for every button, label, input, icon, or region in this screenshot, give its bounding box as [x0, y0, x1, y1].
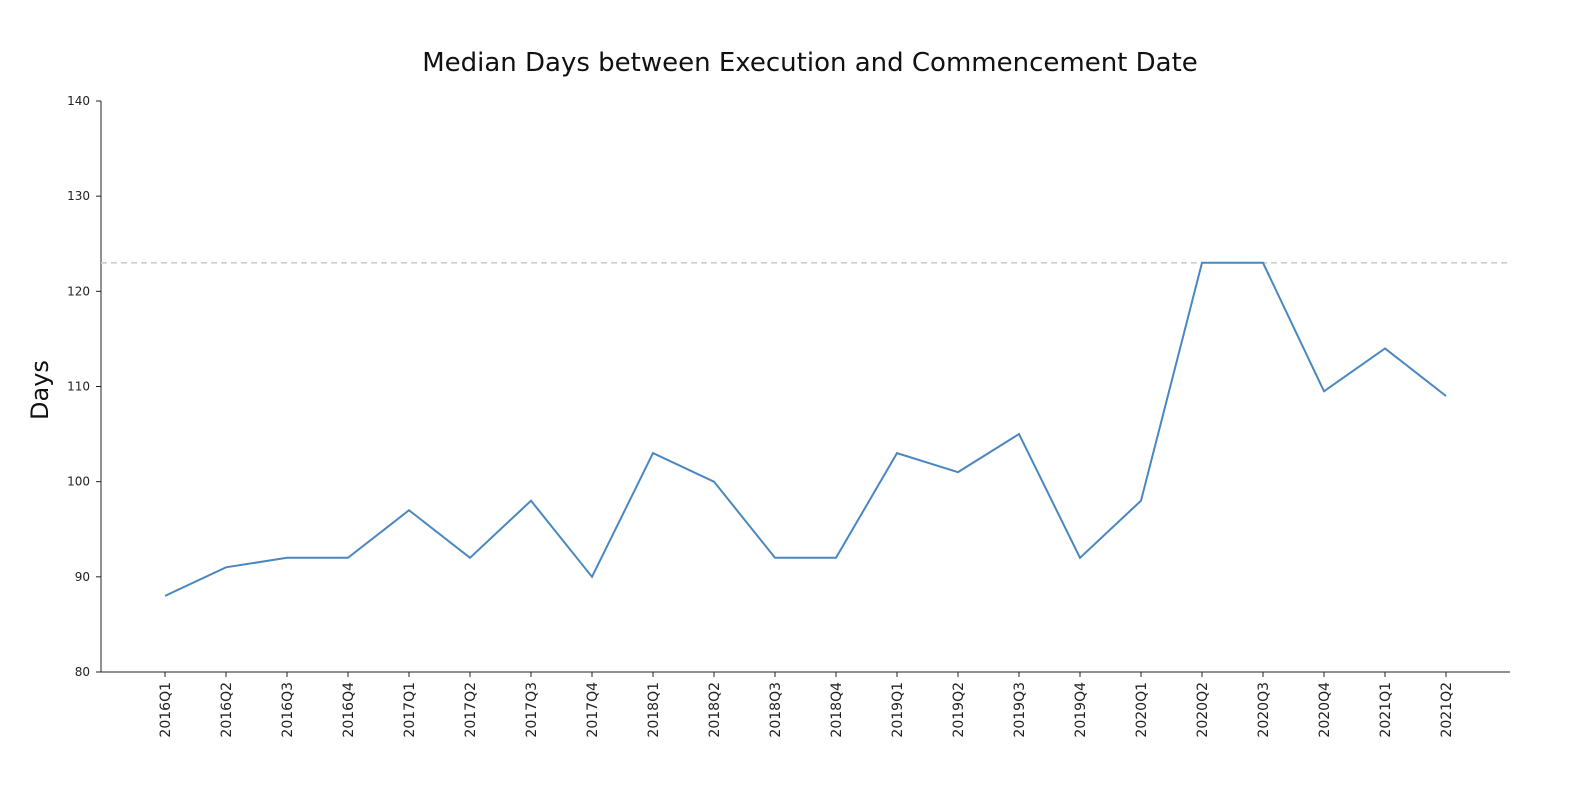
x-tick-label: 2020Q4 [1317, 682, 1333, 738]
x-tick-label: 2018Q1 [646, 682, 662, 738]
y-tick-label: 120 [67, 284, 90, 298]
x-tick-label: 2021Q2 [1439, 682, 1455, 738]
y-tick-label: 130 [67, 189, 90, 203]
x-tick-label: 2017Q3 [524, 682, 540, 738]
x-tick-label: 2019Q2 [951, 682, 967, 738]
y-tick-label: 80 [75, 665, 90, 679]
y-tick-label: 140 [67, 94, 90, 108]
x-tick-label: 2020Q1 [1134, 682, 1150, 738]
series-line [164, 261, 1447, 597]
x-tick-label: 2018Q3 [768, 682, 784, 738]
chart-title: Median Days between Execution and Commen… [422, 48, 1198, 78]
y-tick-label: 110 [67, 380, 90, 394]
x-tick-label: 2021Q1 [1378, 682, 1394, 738]
x-tick-label: 2019Q1 [890, 682, 906, 738]
x-tick-label: 2016Q2 [219, 682, 235, 738]
x-tick-label: 2017Q1 [402, 682, 418, 738]
x-tick-label: 2016Q1 [158, 682, 174, 738]
x-tick-label: 2019Q4 [1073, 682, 1089, 738]
x-tick-label: 2017Q2 [463, 682, 479, 738]
x-tick-label: 2019Q3 [1012, 682, 1028, 738]
x-tick-label: 2016Q4 [341, 682, 357, 738]
x-tick-label: 2016Q3 [280, 682, 296, 738]
y-tick-label: 100 [67, 475, 90, 489]
x-tick-label: 2018Q4 [829, 682, 845, 738]
y-tick-label: 90 [75, 570, 90, 584]
x-tick-label: 2020Q3 [1256, 682, 1272, 738]
x-tick-label: 2020Q2 [1195, 682, 1211, 738]
x-tick-label: 2017Q4 [585, 682, 601, 738]
x-tick-label: 2018Q2 [707, 682, 723, 738]
